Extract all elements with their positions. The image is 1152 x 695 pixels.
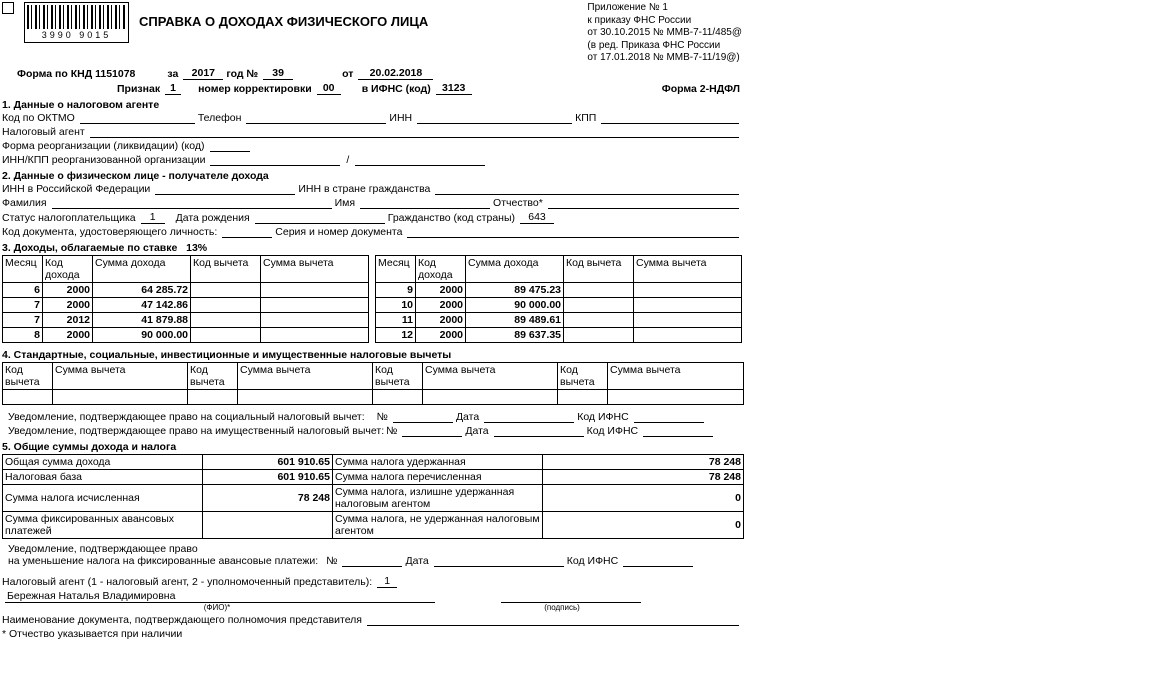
s5-uved1: Уведомление, подтверждающее право [2, 543, 742, 555]
fio-caption: (ФИО)* [2, 603, 432, 612]
sign-caption: (подпись) [492, 603, 632, 612]
rep-doc-line: Наименование документа, подтверждающего … [2, 614, 742, 626]
agent-type-line: Налоговый агент (1 - налоговый агент, 2 … [2, 575, 742, 588]
doc-title: СПРАВКА О ДОХОДАХ ФИЗИЧЕСКОГО ЛИЦА [139, 14, 577, 29]
s4-not2: Уведомление, подтверждающее право на иму… [2, 425, 742, 437]
s1-line4: ИНН/КПП реорганизованной организации / [2, 154, 742, 166]
income-table-left: Месяц Код дохода Сумма дохода Код вычета… [2, 255, 369, 343]
meta-line1: Форма по КНД 1151078 за 2017 год № 39 от… [2, 67, 742, 80]
s3-header: 3. Доходы, облагаемые по ставке 13% [2, 240, 742, 255]
s1-line2: Налоговый агент [2, 126, 742, 138]
s1-header: 1. Данные о налоговом агенте [2, 97, 742, 112]
s5-header: 5. Общие суммы дохода и налога [2, 439, 742, 454]
s2-line3: Статус налогоплательщика1 Дата рождения … [2, 211, 742, 224]
totals-table: Общая сумма дохода601 910.65 Сумма налог… [2, 454, 744, 539]
s5-uved2: на уменьшение налога на фиксированные ав… [2, 555, 742, 567]
signer-line: Бережная Наталья Владимировна [2, 590, 742, 603]
meta-line2: Признак 1 номер корректировки 00 в ИФНС … [2, 82, 742, 95]
footnote: * Отчество указывается при наличии [2, 628, 742, 640]
s4-not1: Уведомление, подтверждающее право на соц… [2, 411, 742, 423]
appendix-block: Приложение № 1 к приказу ФНС России от 3… [587, 2, 742, 65]
s2-header: 2. Данные о физическом лице - получателе… [2, 168, 742, 183]
s2-line4: Код документа, удостоверяющего личность:… [2, 226, 742, 238]
s1-line3: Форма реорганизации (ликвидации) (код) [2, 140, 742, 152]
checkbox-blank [2, 2, 14, 14]
s1-line1: Код по ОКТМО Телефон ИНН КПП [2, 112, 742, 124]
barcode: 3990 9015 [24, 2, 129, 43]
s4-header: 4. Стандартные, социальные, инвестиционн… [2, 343, 742, 362]
s2-line1: ИНН в Российской Федерации ИНН в стране … [2, 183, 742, 195]
deductions-table: Код вычетаСумма вычета Код вычетаСумма в… [2, 362, 744, 405]
s2-line2: Фамилия Имя Отчество* [2, 197, 742, 209]
income-table-right: Месяц Код дохода Сумма дохода Код вычета… [375, 255, 742, 343]
